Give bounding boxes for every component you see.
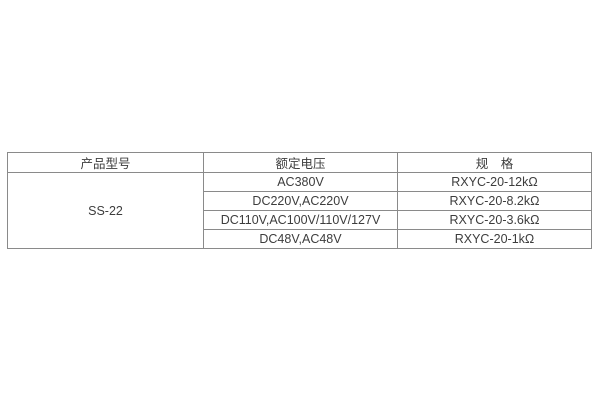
table-header-row: 产品型号 额定电压 规 格 — [7, 152, 592, 173]
spec-cell: RXYC-20-3.6kΩ — [397, 210, 592, 230]
spec-cell: RXYC-20-8.2kΩ — [397, 191, 592, 211]
table-row: DC220V,AC220V RXYC-20-8.2kΩ — [8, 191, 592, 211]
header-specification: 规 格 — [397, 152, 592, 173]
table-row: DC110V,AC100V/110V/127V RXYC-20-3.6kΩ — [8, 210, 592, 230]
product-model-cell: SS-22 — [7, 172, 204, 249]
table-row: SS-22 AC380V RXYC-20-12kΩ — [7, 172, 592, 249]
voltage-cell: DC110V,AC100V/110V/127V — [203, 210, 398, 230]
spec-cell: RXYC-20-12kΩ — [397, 172, 592, 192]
header-product-model: 产品型号 — [7, 152, 204, 173]
voltage-cell: DC220V,AC220V — [203, 191, 398, 211]
spec-cell: RXYC-20-1kΩ — [397, 229, 592, 249]
voltage-cell: AC380V — [203, 172, 398, 192]
header-rated-voltage: 额定电压 — [203, 152, 398, 173]
voltage-cell: DC48V,AC48V — [203, 229, 398, 249]
table-row: DC48V,AC48V RXYC-20-1kΩ — [8, 229, 592, 249]
product-spec-table: 产品型号 额定电压 规 格 SS-22 AC380V RXYC-20-12kΩ … — [7, 152, 592, 249]
